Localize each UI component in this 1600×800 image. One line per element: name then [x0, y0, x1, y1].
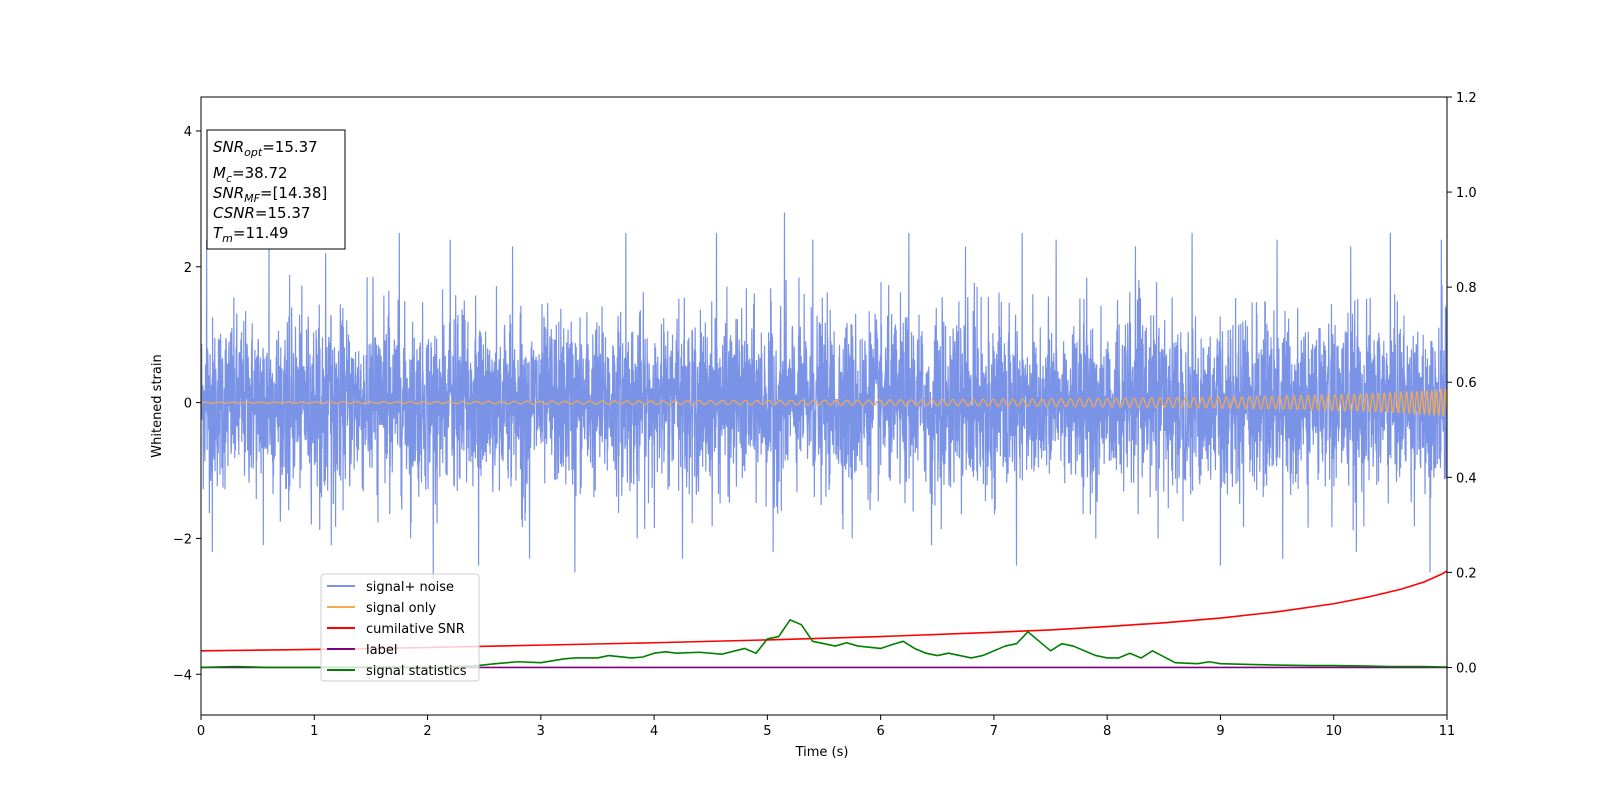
series-cumulative-snr-line: [201, 570, 1447, 652]
legend-item-signal-only: signal only: [327, 601, 436, 616]
y2-tick-label: 0.2: [1456, 566, 1477, 581]
info-box-row: Tm=11.49: [213, 224, 288, 245]
info-box-row: SNRopt=15.37: [213, 138, 318, 159]
x-tick-label: 4: [650, 724, 658, 739]
info-box-frame: [206, 129, 346, 250]
legend-label: signal statistics: [366, 664, 467, 679]
y2-tick-label: 0.0: [1456, 661, 1477, 676]
y-axis-right: 1.2 1.0 0.8 0.6 0.4 0.2 0.0: [1447, 91, 1477, 676]
x-tick-label: 1: [310, 724, 318, 739]
y-axis-left: 4 2 0 −2 −4: [173, 125, 201, 683]
y-tick-label: 2: [184, 261, 192, 276]
x-axis: 0 1 2 3 4 5 6 7 8 9 10 11: [197, 715, 1455, 739]
x-tick-label: 2: [423, 724, 431, 739]
info-box-row: SNRMF=[14.38]: [213, 184, 327, 205]
x-tick-label: 11: [1439, 724, 1456, 739]
legend-label: signal+ noise: [366, 580, 454, 595]
legend-item-cumulative-snr: cumilative SNR: [327, 622, 465, 637]
y-tick-label: −2: [173, 532, 192, 547]
x-axis-label: Time (s): [795, 745, 849, 760]
legend-frame: [320, 573, 480, 682]
x-tick-label: 5: [763, 724, 771, 739]
x-tick-label: 0: [197, 724, 205, 739]
y2-tick-label: 1.2: [1456, 91, 1477, 106]
info-box-row: Mc=38.72: [213, 164, 288, 185]
info-box: SNRopt=15.37 Mc=38.72SNRMF=[14.38]CSNR=15…: [206, 129, 346, 250]
y2-tick-label: 1.0: [1456, 186, 1477, 201]
x-tick-label: 9: [1216, 724, 1224, 739]
legend: signal+ noise signal only cumilative SNR la…: [320, 573, 480, 682]
y-tick-label: 0: [184, 397, 192, 412]
y2-tick-label: 0.8: [1456, 281, 1477, 296]
legend-label: label: [366, 643, 397, 658]
info-box-row: CSNR=15.37: [213, 204, 310, 222]
y-tick-label: 4: [184, 125, 192, 140]
y2-tick-label: 0.4: [1456, 471, 1477, 486]
legend-item-signal-statistics: signal statistics: [327, 664, 467, 679]
legend-label: signal only: [366, 601, 436, 616]
series-signal-statistics-line: [201, 619, 1447, 669]
legend-item-signal-noise: signal+ noise: [327, 580, 454, 595]
y-tick-label: −4: [173, 668, 192, 683]
axes-frame: [200, 96, 1448, 716]
legend-item-label: label: [327, 643, 397, 658]
x-tick-label: 3: [537, 724, 545, 739]
x-tick-label: 10: [1325, 724, 1342, 739]
y2-tick-label: 0.6: [1456, 376, 1477, 391]
series-signal-only-line: [201, 387, 1447, 418]
x-tick-label: 6: [876, 724, 884, 739]
legend-label: cumilative SNR: [366, 622, 465, 637]
series-signal-noise-line: [201, 212, 1447, 580]
y-axis-label: Whitened strain: [150, 354, 165, 457]
x-tick-label: 8: [1103, 724, 1111, 739]
x-tick-label: 7: [990, 724, 998, 739]
